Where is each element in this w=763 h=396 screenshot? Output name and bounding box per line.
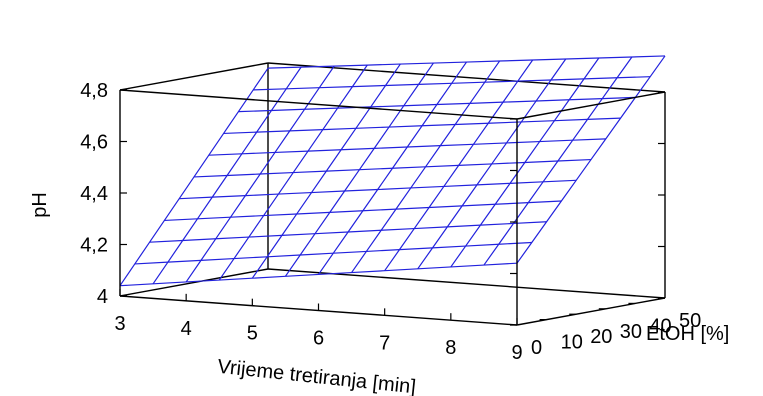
surface-mesh	[119, 55, 666, 287]
surface-gridline-y	[179, 179, 577, 200]
box-edge	[119, 62, 269, 91]
surface-gridline-y	[164, 200, 562, 222]
surface-gridline-y	[253, 76, 651, 91]
z-tick-label: 4,8	[80, 80, 108, 102]
y-tick-label: 40	[649, 315, 671, 337]
surface-gridline-y	[149, 221, 547, 243]
surface-gridline-y	[134, 241, 532, 265]
surface-gridline-x	[119, 67, 269, 287]
x-tick-label: 8	[445, 337, 456, 359]
box-edge	[267, 62, 666, 93]
y-tick-label: 50	[679, 310, 701, 332]
z-tick-label: 4,6	[80, 132, 108, 154]
y-tick-label: 20	[590, 326, 612, 348]
box-edge	[119, 89, 518, 120]
x-tick-label: 9	[511, 342, 522, 364]
box-edge	[516, 297, 666, 326]
y-tick-label: 30	[620, 321, 642, 343]
z-axis-label: pH	[29, 192, 51, 218]
axis-ticks: 44,24,44,64,83 4 5 6 7 8 9 0 10 20 30 40 50	[80, 80, 701, 364]
surface-gridline-y	[193, 158, 592, 178]
box-edge	[119, 268, 269, 297]
x-tick-label: 7	[379, 332, 390, 354]
box-back-edges	[119, 62, 666, 299]
y-tick-label: 0	[531, 337, 542, 359]
surface-gridline-y	[208, 138, 606, 156]
z-tick-label: 4,2	[80, 235, 108, 257]
x-tick-label: 6	[313, 328, 324, 350]
surface-gridline-y	[223, 117, 621, 135]
x-axis-label: Vrijeme tretiranja [min]	[216, 356, 417, 396]
surface-gridline-y	[267, 55, 666, 69]
surface-gridline-y	[119, 262, 518, 287]
x-tick-label: 4	[181, 318, 192, 340]
x-tick-label: 5	[247, 323, 258, 345]
y-tick-label: 10	[561, 332, 583, 354]
z-tick-label: 4,4	[80, 183, 108, 205]
z-tick-label: 4	[97, 286, 108, 308]
box-edge	[516, 91, 666, 120]
y-axis-label: EtOH [%]	[646, 323, 729, 345]
surface-gridline-y	[238, 96, 636, 113]
x-tick-label: 3	[114, 313, 125, 335]
